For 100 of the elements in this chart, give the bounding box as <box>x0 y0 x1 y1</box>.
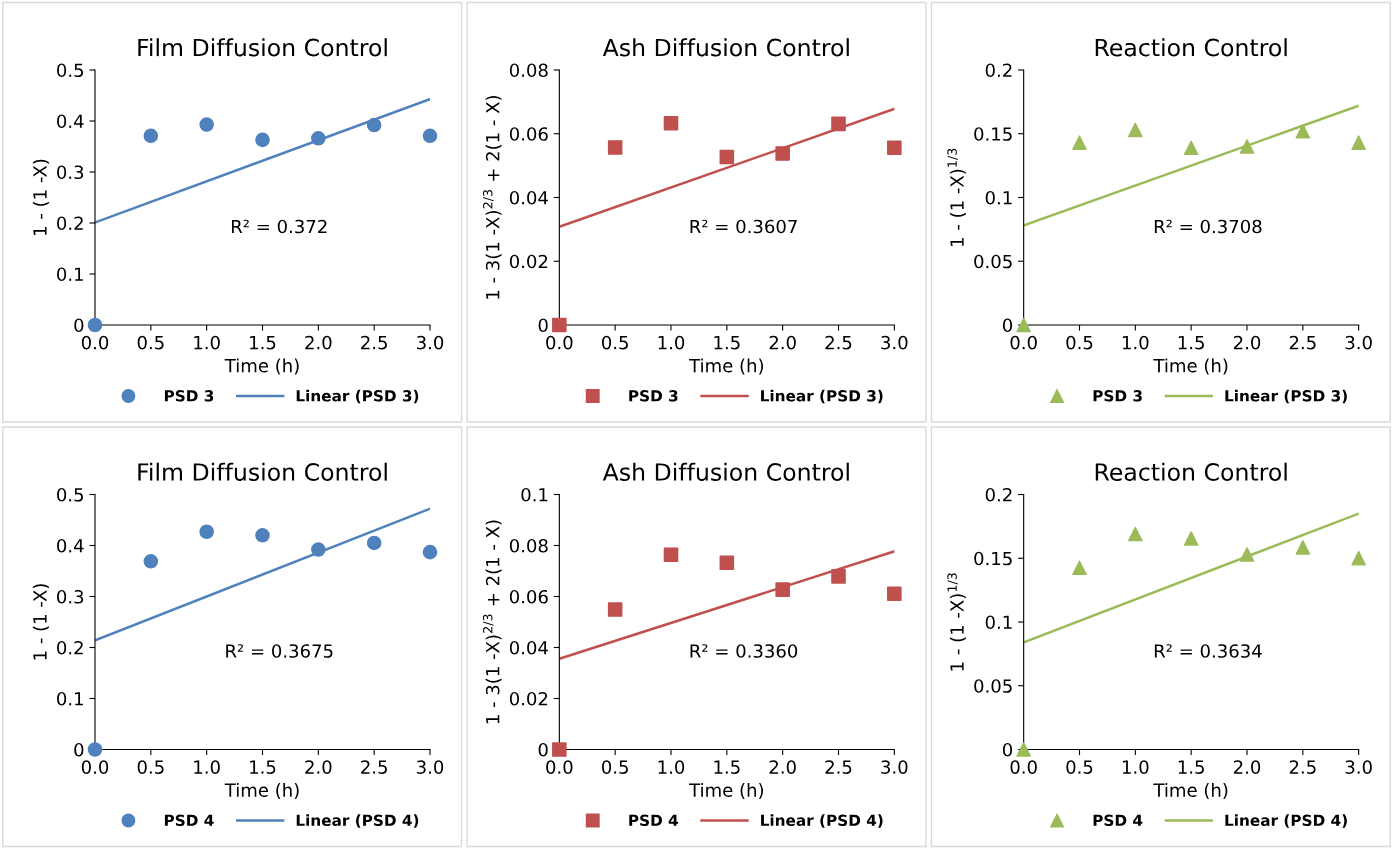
point <box>1295 540 1311 555</box>
x-tick-label: 3.0 <box>1345 335 1372 350</box>
point <box>607 602 623 617</box>
x-tick-label: 0.5 <box>137 335 164 350</box>
x-tick-label: 2.5 <box>825 335 852 350</box>
x-tick-label: 1.0 <box>194 760 220 774</box>
y-tick-label: 0 <box>1002 318 1013 333</box>
x-tick-label: 1.0 <box>194 335 220 350</box>
x-tick-label: 2.0 <box>305 760 332 774</box>
x-tick-label: 0.0 <box>546 760 573 774</box>
annotation: R² = 0.372 <box>231 219 327 234</box>
legend-label: Linear (PSD 4) <box>296 814 419 828</box>
y-tick-label: 0.08 <box>509 63 548 78</box>
legend-label: PSD 4 <box>164 814 214 827</box>
point <box>719 149 735 165</box>
y-tick-label: 0.15 <box>974 127 1012 141</box>
x-tick-label: 1.0 <box>1122 335 1149 350</box>
x-tick-label: 1.5 <box>1178 760 1204 774</box>
y-tick-label: 0.1 <box>57 691 83 706</box>
x-tick-label: 1.5 <box>250 760 276 774</box>
point <box>1072 135 1087 150</box>
x-tick-label: 2.0 <box>769 760 796 774</box>
legend-label: PSD 4 <box>629 814 678 827</box>
point <box>775 146 790 161</box>
y-tick-label: 0.4 <box>57 114 84 129</box>
point <box>1183 140 1199 156</box>
point <box>887 586 902 601</box>
point <box>831 116 846 132</box>
x-axis-title: Time (h) <box>1153 358 1228 375</box>
y-tick-label: 0.08 <box>509 538 548 553</box>
point <box>255 528 270 543</box>
x-tick-label: 1.0 <box>658 760 685 774</box>
y-tick-label: 0.1 <box>985 190 1012 205</box>
chart-title: Reaction Control <box>1095 462 1287 481</box>
point <box>1239 547 1255 562</box>
x-tick-label: 1.5 <box>1178 335 1204 350</box>
point <box>1128 122 1143 138</box>
point <box>1016 317 1031 333</box>
legend-label: PSD 3 <box>164 390 214 402</box>
y-tick-label: 0.02 <box>509 691 548 706</box>
x-tick-label: 2.0 <box>1233 760 1261 774</box>
y-tick-label: 0.2 <box>985 487 1012 502</box>
x-tick-label: 0.5 <box>602 760 628 774</box>
y-tick-label: 0.02 <box>509 254 548 269</box>
point <box>1351 135 1366 150</box>
y-tick-label: 0.04 <box>509 190 548 205</box>
y-tick-label: 0.04 <box>509 640 548 655</box>
legend-label: PSD 4 <box>1093 814 1143 827</box>
y-axis-title: 1 - (1 -X)$^{1/3}$ <box>947 148 966 246</box>
point <box>311 131 326 146</box>
x-tick-label: 1.5 <box>250 335 276 350</box>
y-tick-label: 0.3 <box>57 165 84 180</box>
legend-label: Linear (PSD 3) <box>1225 389 1347 404</box>
point <box>366 117 382 133</box>
annotation: R² = 0.3675 <box>226 644 333 658</box>
x-tick-label: 0.0 <box>546 335 573 350</box>
x-tick-label: 1.0 <box>1122 760 1149 774</box>
x-tick-label: 3.0 <box>417 760 444 774</box>
x-axis-title: Time (h) <box>689 782 764 800</box>
legend-label: Linear (PSD 3) <box>761 389 883 404</box>
y-tick-label: 0.05 <box>974 254 1012 269</box>
x-tick-label: 3.0 <box>1345 760 1372 774</box>
x-tick-label: 0.5 <box>1066 335 1093 350</box>
y-axis-title: 1 - (1 -X) <box>32 584 49 660</box>
x-tick-label: 0.0 <box>1010 760 1037 774</box>
x-tick-label: 0.0 <box>81 335 109 350</box>
point <box>87 742 103 757</box>
x-tick-label: 2.0 <box>769 335 796 350</box>
y-tick-label: 0 <box>74 742 84 757</box>
annotation: R² = 0.3708 <box>1154 219 1262 234</box>
x-tick-label: 0.5 <box>1066 760 1093 774</box>
y-axis-title: 1 - 3(1 -X)$^{2/3}$ + 2(1 - X) <box>482 96 502 299</box>
point <box>607 140 623 155</box>
point <box>1183 531 1199 546</box>
point <box>311 542 326 557</box>
legend-label: PSD 3 <box>1093 390 1142 402</box>
y-tick-label: 0.06 <box>509 589 548 604</box>
x-tick-label: 3.0 <box>881 760 908 774</box>
x-tick-label: 2.0 <box>305 335 332 350</box>
point <box>1072 560 1087 576</box>
legend-label: Linear (PSD 4) <box>761 814 883 828</box>
point <box>552 742 567 757</box>
chart-title: Film Diffusion Control <box>138 462 387 481</box>
annotation: R² = 0.3360 <box>690 644 798 658</box>
y-tick-label: 0.06 <box>509 127 548 141</box>
point <box>1351 550 1366 566</box>
legend-label: Linear (PSD 3) <box>296 389 419 404</box>
y-tick-label: 0.4 <box>57 538 84 553</box>
point <box>831 569 846 584</box>
point <box>663 115 679 131</box>
y-tick-label: 0.2 <box>57 640 83 655</box>
point <box>199 524 214 540</box>
x-tick-label: 1.5 <box>714 335 740 350</box>
y-axis-title: 1 - (1 -X) <box>32 159 49 235</box>
y-tick-label: 0.1 <box>521 487 548 502</box>
y-tick-label: 0.5 <box>57 487 84 502</box>
x-tick-label: 2.5 <box>361 335 387 350</box>
point <box>719 555 735 571</box>
point <box>1128 526 1143 542</box>
x-axis-title: Time (h) <box>689 358 764 375</box>
